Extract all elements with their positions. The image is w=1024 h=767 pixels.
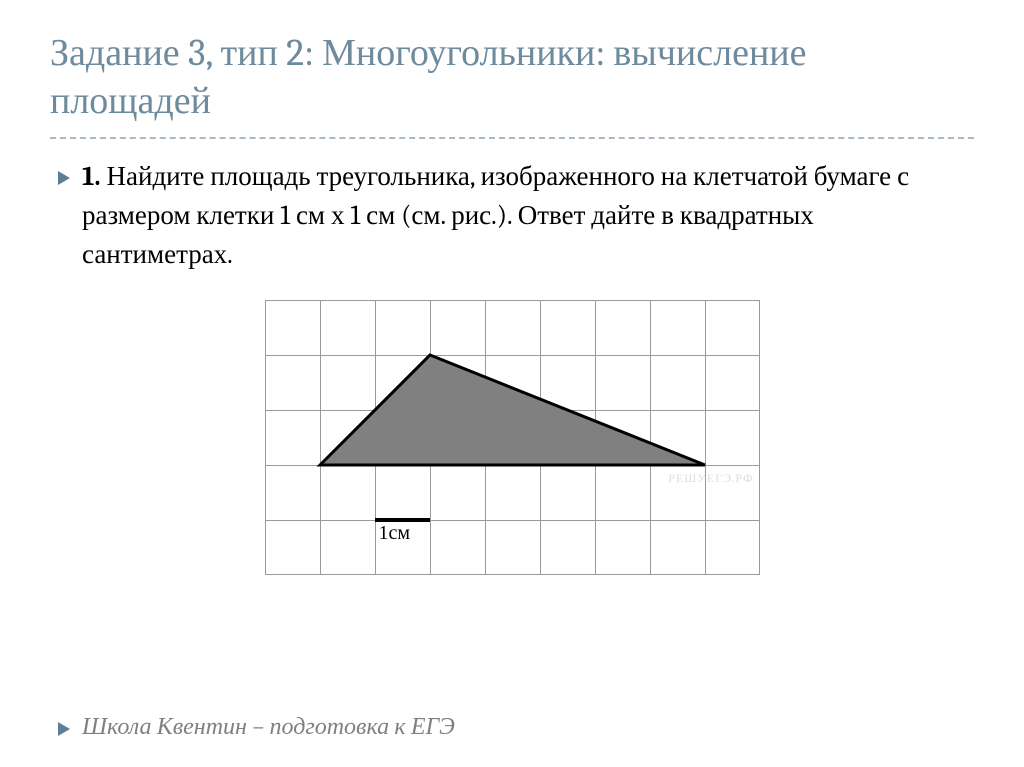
bullet-triangle-icon [58, 171, 70, 185]
footer-text: Школа Квентин – подготовка к ЕГЭ [82, 712, 455, 741]
problem-text: 1. Найдите площадь треугольника, изображ… [82, 157, 966, 274]
triangle-shape [320, 355, 705, 465]
grid-figure: 1см РЕШУЕГЭ.РФ [265, 300, 760, 575]
figure-overlay [265, 300, 760, 575]
problem-number: 1. [82, 161, 101, 192]
footer-bullet-icon [58, 722, 70, 736]
problem-body: Найдите площадь треугольника, изображенн… [82, 161, 909, 270]
title-divider [50, 137, 974, 139]
bullet-shape [58, 171, 70, 185]
page-title: Задание 3, тип 2: Многоугольники: вычисл… [50, 30, 974, 125]
watermark: РЕШУЕГЭ.РФ [668, 471, 753, 486]
footer: Школа Квентин – подготовка к ЕГЭ [50, 712, 974, 747]
scale-label: 1см [379, 522, 411, 545]
figure-container: 1см РЕШУЕГЭ.РФ [50, 300, 974, 712]
problem-row: 1. Найдите площадь треугольника, изображ… [50, 157, 974, 274]
footer-bullet-shape [58, 722, 70, 736]
